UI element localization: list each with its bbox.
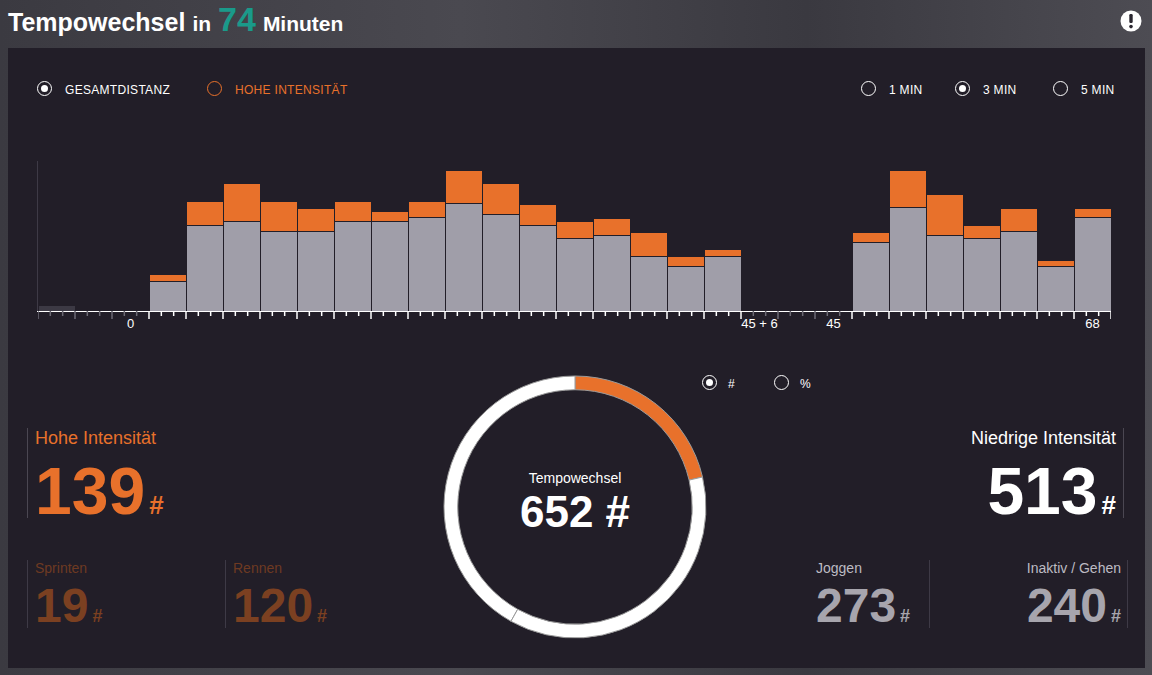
html-text:3 MIN: 3 MIN	[983, 83, 1017, 97]
html-text:Hohe Intensität: Hohe Intensität	[35, 428, 157, 448]
html-text:Niedrige Intensität: Niedrige Intensität	[970, 428, 1116, 448]
html-text:19: 19	[35, 579, 89, 632]
svg-text:45: 45	[826, 316, 840, 331]
html-text:Sprinten: Sprinten	[35, 560, 88, 576]
html-text:240: 240	[1026, 579, 1107, 632]
svg-text:0: 0	[127, 316, 134, 331]
html-text:GESAMTDISTANZ: GESAMTDISTANZ	[65, 83, 170, 97]
html-text:Tempowechsel: Tempowechsel	[528, 470, 622, 486]
svg-text:45 + 6: 45 + 6	[741, 316, 778, 331]
html-text:Rennen: Rennen	[233, 560, 282, 576]
html-text:5 MIN: 5 MIN	[1081, 83, 1115, 97]
svg-text:68: 68	[1085, 316, 1099, 331]
html-text:513: 513	[987, 454, 1098, 528]
html-text:HOHE INTENSITÄT: HOHE INTENSITÄT	[235, 83, 348, 97]
html-text:120: 120	[233, 579, 314, 632]
html-text:273: 273	[816, 579, 897, 632]
html-text:Inaktiv / Gehen: Inaktiv / Gehen	[1026, 560, 1121, 576]
html-text:Joggen: Joggen	[816, 560, 862, 576]
html-text:139: 139	[35, 454, 146, 528]
html-text:Tempowechsel in 74 Minuten: Tempowechsel in 74 Minuten	[8, 0, 344, 38]
html-text:652 #: 652 #	[519, 487, 630, 536]
html-text:1 MIN: 1 MIN	[889, 83, 923, 97]
